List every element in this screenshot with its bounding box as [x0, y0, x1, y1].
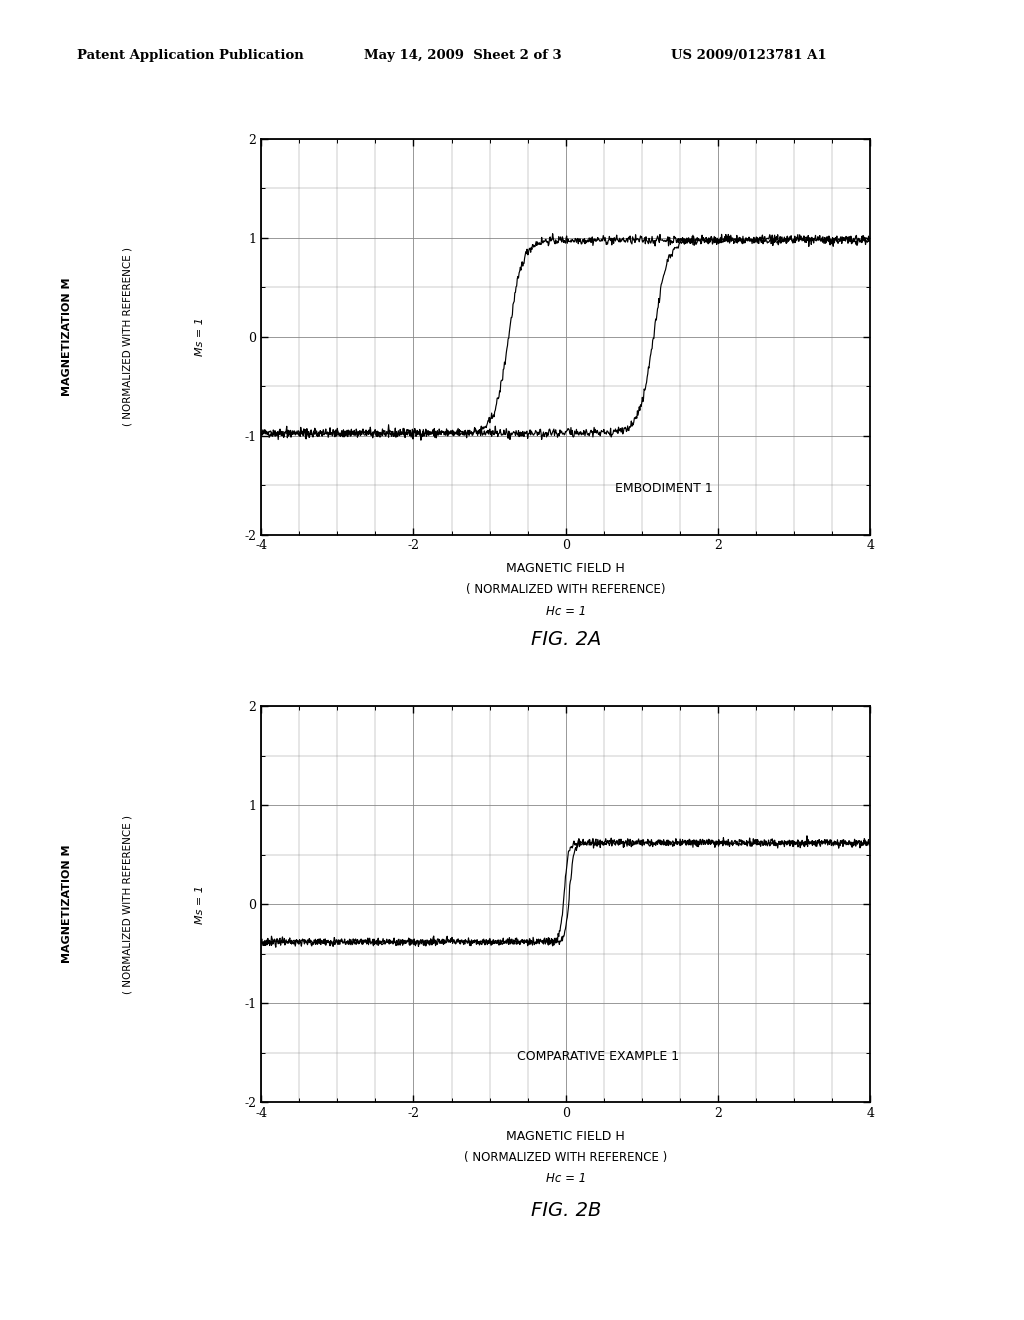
Text: Ms = 1: Ms = 1 — [195, 317, 205, 356]
Text: Hc = 1: Hc = 1 — [546, 605, 586, 618]
Text: US 2009/0123781 A1: US 2009/0123781 A1 — [671, 49, 826, 62]
Text: EMBODIMENT 1: EMBODIMENT 1 — [614, 482, 713, 495]
Text: FIG. 2A: FIG. 2A — [530, 630, 601, 648]
Text: ( NORMALIZED WITH REFERENCE ): ( NORMALIZED WITH REFERENCE ) — [123, 814, 133, 994]
Text: ( NORMALIZED WITH REFERENCE ): ( NORMALIZED WITH REFERENCE ) — [123, 247, 133, 426]
Text: Hc = 1: Hc = 1 — [546, 1172, 586, 1185]
Text: MAGNETIC FIELD H: MAGNETIC FIELD H — [507, 1130, 625, 1143]
Text: MAGNETIC FIELD H: MAGNETIC FIELD H — [507, 562, 625, 576]
Text: COMPARATIVE EXAMPLE 1: COMPARATIVE EXAMPLE 1 — [517, 1049, 679, 1063]
Text: ( NORMALIZED WITH REFERENCE): ( NORMALIZED WITH REFERENCE) — [466, 583, 666, 597]
Text: Ms = 1: Ms = 1 — [195, 884, 205, 924]
Text: Patent Application Publication: Patent Application Publication — [77, 49, 303, 62]
Text: ( NORMALIZED WITH REFERENCE ): ( NORMALIZED WITH REFERENCE ) — [464, 1151, 668, 1164]
Text: FIG. 2B: FIG. 2B — [530, 1201, 601, 1220]
Text: MAGNETIZATION M: MAGNETIZATION M — [61, 277, 72, 396]
Text: MAGNETIZATION M: MAGNETIZATION M — [61, 845, 72, 964]
Text: May 14, 2009  Sheet 2 of 3: May 14, 2009 Sheet 2 of 3 — [364, 49, 561, 62]
